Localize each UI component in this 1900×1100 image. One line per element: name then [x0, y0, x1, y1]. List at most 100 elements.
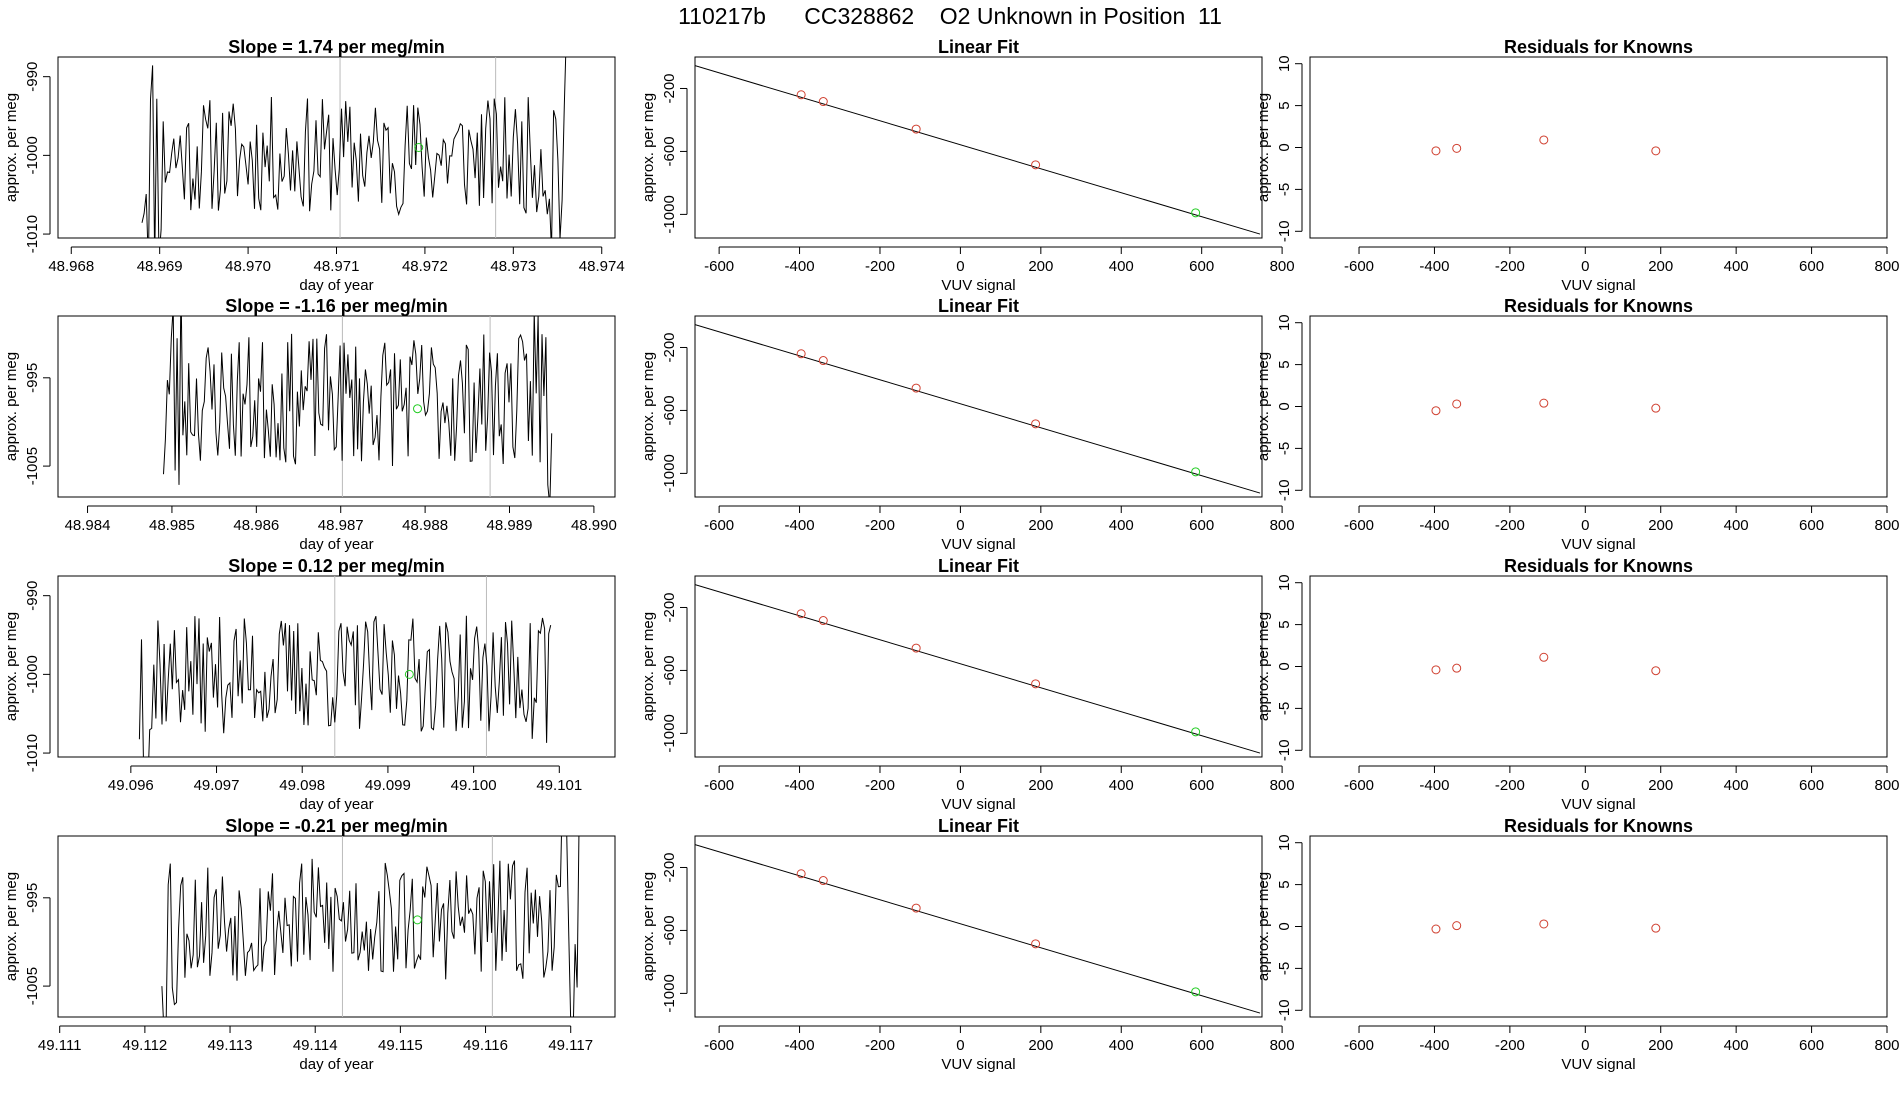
panel-6-y-tick-label: 0	[1276, 402, 1293, 410]
panel-6-y-tick-label: -10	[1276, 479, 1293, 501]
panel-8-fit-line	[695, 584, 1261, 754]
panel-11-y-tick-label: -600	[661, 915, 678, 945]
panel-12-y-tick-label: -10	[1276, 999, 1293, 1021]
panel-11-title: Linear Fit	[938, 816, 1019, 836]
panel-5-x-tick-label: 800	[1270, 517, 1295, 534]
panel-6-residual-point	[1539, 398, 1549, 408]
panel-1-x-tick-label: 48.968	[48, 258, 94, 275]
panel-11-fit-line	[695, 844, 1261, 1014]
panel-10-y-tick-label: -1005	[24, 967, 41, 1005]
panel-8-x-tick-label: -600	[704, 777, 734, 794]
panel-5-known-point	[1031, 419, 1041, 429]
panel-8-x-tick-label: 200	[1028, 777, 1053, 794]
panel-12-x-tick-label: 800	[1874, 1037, 1899, 1054]
panel-9-y-tick-label: -10	[1276, 739, 1293, 761]
panel-5-x-tick-label: 0	[956, 517, 964, 534]
panel-7-x-tick-label: 49.096	[108, 777, 154, 794]
panel-3-residual-point	[1539, 135, 1549, 145]
panel-3-x-axis-label: VUV signal	[1561, 277, 1635, 294]
panel-5-y-axis-label: approx. per meg	[640, 352, 657, 461]
panel-3-title: Residuals for Knowns	[1504, 37, 1693, 57]
panel-2-known-point	[911, 124, 921, 134]
panel-10-x-axis-label: day of year	[299, 1056, 373, 1073]
page-title: 110217b CC328862 O2 Unknown in Position …	[678, 3, 1222, 29]
panel-12-x-tick-label: 400	[1724, 1037, 1749, 1054]
panel-2-y-axis-label: approx. per meg	[640, 93, 657, 202]
panel-12-y-tick-label: 10	[1276, 834, 1293, 851]
panel-6-x-axis-label: VUV signal	[1561, 536, 1635, 553]
panel-3-y-tick-label: -10	[1276, 220, 1293, 242]
panel-2-x-tick-label: -400	[785, 258, 815, 275]
panel-4-x-tick-label: 48.990	[571, 517, 617, 534]
panel-6-y-tick-label: 5	[1276, 360, 1293, 368]
panel-8-y-tick-label: -600	[661, 655, 678, 685]
panel-5-fit-line	[695, 324, 1261, 494]
panel-5-x-tick-label: -400	[785, 517, 815, 534]
panel-9-y-tick-label: 0	[1276, 662, 1293, 670]
panel-7-y-tick-label: -1010	[24, 734, 41, 772]
panel-10-unknown-point	[412, 915, 422, 925]
panel-12-residual-point	[1651, 923, 1661, 933]
panel-3-x-tick-label: -200	[1495, 258, 1525, 275]
panel-1-y-tick-label: -1000	[24, 136, 41, 174]
panel-8-known-point	[796, 609, 806, 619]
panel-7-y-tick-label: -1000	[24, 655, 41, 693]
panel-7-x-axis-label: day of year	[299, 796, 373, 813]
panel-5-x-tick-label: -200	[865, 517, 895, 534]
panel-9-x-tick-label: 800	[1874, 777, 1899, 794]
panel-3-residual-point	[1452, 143, 1462, 153]
panel-9-x-tick-label: 200	[1648, 777, 1673, 794]
panel-12-x-tick-label: 0	[1581, 1037, 1589, 1054]
panel-1-x-tick-label: 48.969	[137, 258, 183, 275]
panel-2-x-tick-label: 600	[1189, 258, 1214, 275]
panel-3-y-tick-label: 5	[1276, 101, 1293, 109]
panel-11-known-point	[818, 876, 828, 886]
panel-4-x-tick-label: 48.986	[233, 517, 279, 534]
panel-5-x-axis-label: VUV signal	[941, 536, 1015, 553]
panel-8-x-tick-label: 800	[1270, 777, 1295, 794]
panel-8-x-tick-label: -400	[785, 777, 815, 794]
panel-2-frame	[694, 56, 1263, 239]
panel-5-x-tick-label: -600	[704, 517, 734, 534]
panel-12-x-tick-label: 600	[1799, 1037, 1824, 1054]
panel-9-residual-point	[1431, 665, 1441, 675]
panel-10-x-tick-label: 49.112	[122, 1037, 167, 1054]
panel-7-y-axis-label: approx. per meg	[3, 612, 20, 721]
panel-2-x-tick-label: 200	[1028, 258, 1053, 275]
panel-9-x-tick-label: -600	[1344, 777, 1374, 794]
panel-5-x-tick-label: 600	[1189, 517, 1214, 534]
panel-1-x-tick-label: 48.971	[314, 258, 360, 275]
panel-9-x-tick-label: 0	[1581, 777, 1589, 794]
panel-1-title: Slope = 1.74 per meg/min	[228, 37, 445, 57]
panel-12-residual-point	[1539, 919, 1549, 929]
panel-5-known-point	[796, 349, 806, 359]
panel-4-x-tick-label: 48.987	[318, 517, 364, 534]
panel-10-title: Slope = -0.21 per meg/min	[225, 816, 448, 836]
panel-7-x-tick-label: 49.097	[194, 777, 240, 794]
panel-12-y-axis-label: approx. per meg	[1255, 872, 1272, 981]
panel-4-x-tick-label: 48.988	[402, 517, 448, 534]
panel-8-y-axis-label: approx. per meg	[640, 612, 657, 721]
panel-3-y-tick-label: 10	[1276, 55, 1293, 72]
panel-5-x-tick-label: 400	[1109, 517, 1134, 534]
panel-11-x-tick-label: 400	[1109, 1037, 1134, 1054]
panel-4-trace-line	[163, 316, 553, 497]
panel-6-y-tick-label: 10	[1276, 314, 1293, 331]
panel-9-frame	[1309, 575, 1888, 758]
panel-11-y-axis-label: approx. per meg	[640, 872, 657, 981]
panel-10-x-tick-label: 49.114	[293, 1037, 338, 1054]
panel-7-x-tick-label: 49.099	[365, 777, 411, 794]
panel-6-title: Residuals for Knowns	[1504, 296, 1693, 316]
panel-11-unknown-point	[1191, 987, 1201, 997]
panel-6-x-tick-label: 600	[1799, 517, 1824, 534]
panel-11-x-tick-label: -400	[785, 1037, 815, 1054]
panel-7-x-tick-label: 49.101	[536, 777, 582, 794]
panel-9-title: Residuals for Knowns	[1504, 556, 1693, 576]
panel-9-y-tick-label: -5	[1276, 702, 1293, 715]
panel-10-trace-line	[161, 836, 580, 1017]
panel-6-x-tick-label: 0	[1581, 517, 1589, 534]
panel-2-y-tick-label: -600	[661, 136, 678, 166]
panel-7-unknown-point	[404, 669, 414, 679]
panel-9-residual-point	[1651, 666, 1661, 676]
panel-10-y-axis-label: approx. per meg	[3, 872, 20, 981]
